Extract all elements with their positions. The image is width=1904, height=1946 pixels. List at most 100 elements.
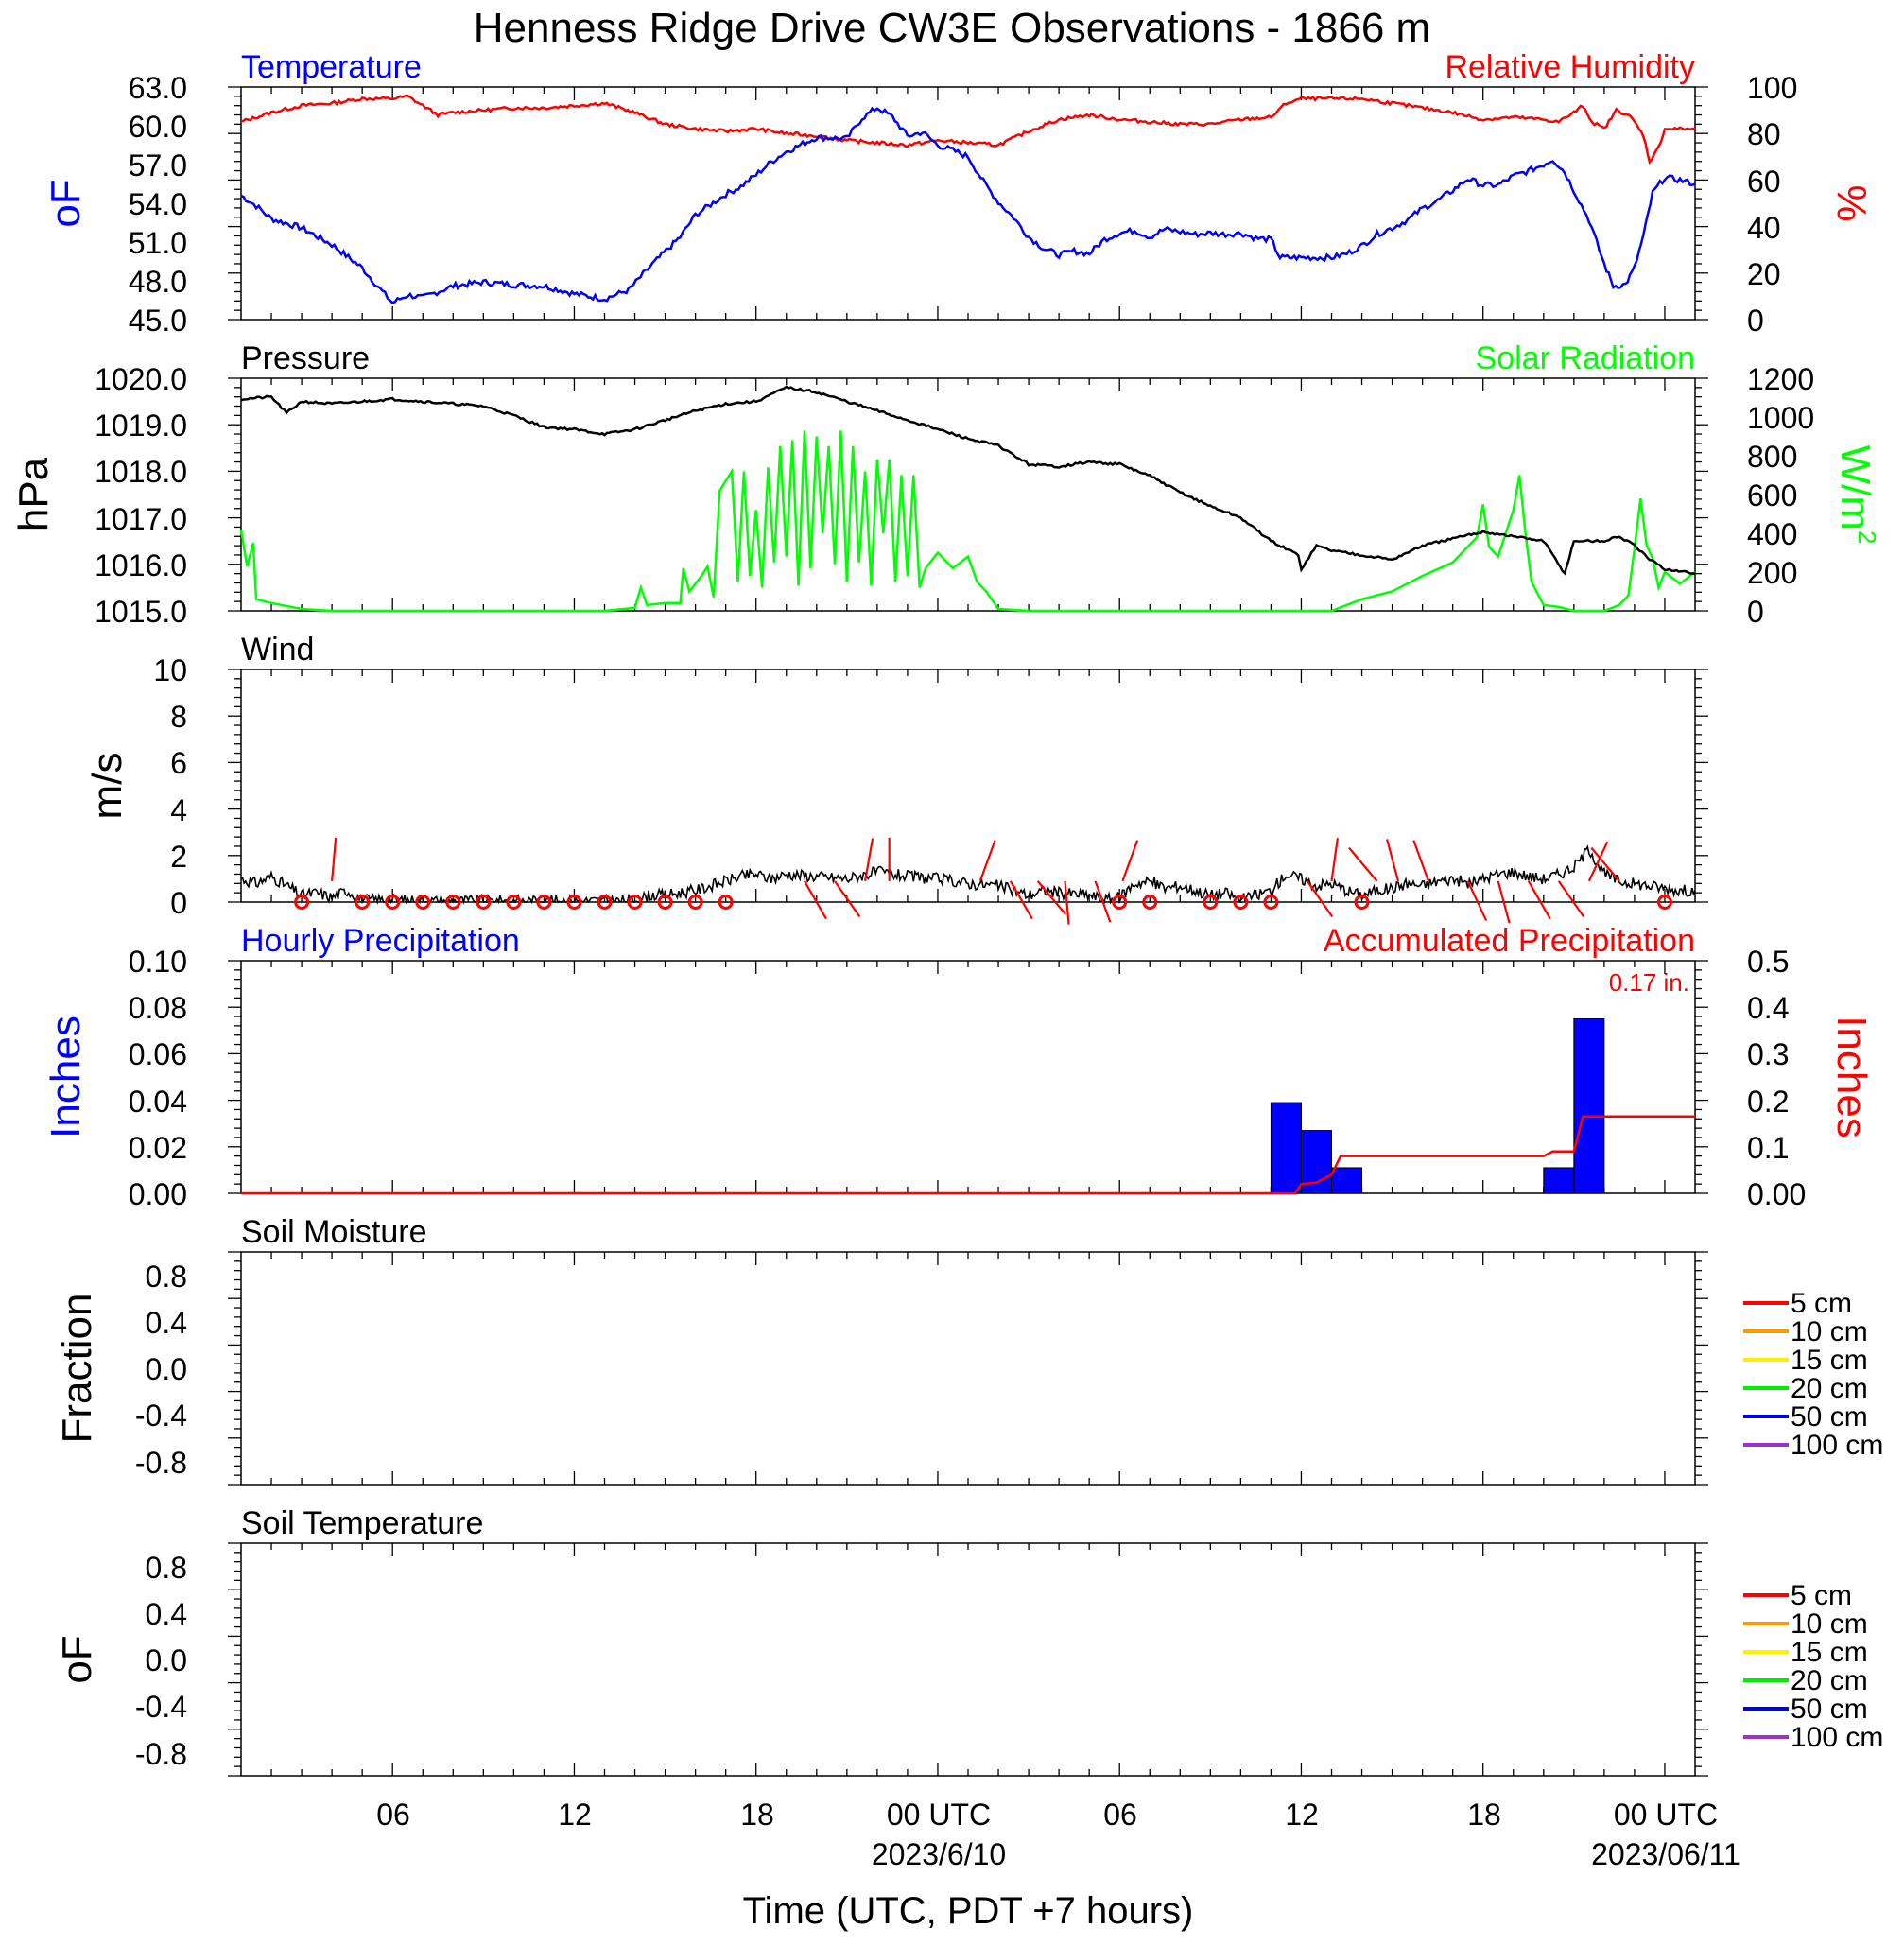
wind-barb xyxy=(1386,839,1400,882)
solar-tick: 200 xyxy=(1747,556,1797,590)
hourly-precip-tick: 0.00 xyxy=(129,1177,187,1211)
wind-barb xyxy=(1527,880,1551,920)
calm-wind-marker xyxy=(1354,895,1370,910)
humidity-title: Relative Humidity xyxy=(1445,49,1695,85)
panel-frame xyxy=(240,86,1696,321)
calm-wind-marker xyxy=(687,895,703,910)
time-tick-label: 00 UTC xyxy=(887,1798,991,1832)
pressure-tick: 1016.0 xyxy=(95,548,187,582)
hourly-precip-bar xyxy=(1543,1167,1575,1194)
wind-barb xyxy=(331,837,338,881)
humidity-tick: 100 xyxy=(1747,71,1797,105)
wind-tick: 8 xyxy=(170,700,187,734)
solar-tick: 1200 xyxy=(1747,362,1814,396)
humidity-tick: 20 xyxy=(1747,257,1781,291)
wind-tick: 6 xyxy=(170,746,187,780)
accum-precip-tick: 0.00 xyxy=(1747,1177,1806,1211)
legend-label: 100 cm xyxy=(1791,1430,1883,1461)
wind-tick: 4 xyxy=(170,793,187,827)
soil-temperature-title: Soil Temperature xyxy=(241,1505,483,1541)
hourly-precip-tick: 0.02 xyxy=(129,1131,187,1165)
calm-wind-marker xyxy=(1656,895,1672,910)
wind-barb xyxy=(1036,880,1067,915)
soil-moisture-tick: -0.8 xyxy=(135,1446,187,1480)
soil-temperature-tick: 0.0 xyxy=(146,1643,187,1677)
wind-barb xyxy=(1306,880,1334,918)
pressure-tick: 1020.0 xyxy=(95,362,187,396)
wind-barb xyxy=(1412,840,1430,882)
temperature-tick: 48.0 xyxy=(129,265,187,299)
soil-moisture-tick: 0.0 xyxy=(146,1352,187,1386)
time-tick-label: 12 xyxy=(1285,1798,1319,1832)
temperature-unit: oF xyxy=(43,179,89,227)
wind-barb xyxy=(978,840,996,882)
figure-title: Henness Ridge Drive CW3E Observations - … xyxy=(474,5,1430,51)
solar-tick: 1000 xyxy=(1747,401,1814,435)
wind-speed-line xyxy=(240,844,1696,906)
time-tick-date: 2023/06/11 xyxy=(1591,1837,1740,1871)
wind-axis-ticks: 10 8 6 4 2 0 xyxy=(153,653,187,920)
humidity-tick: 60 xyxy=(1747,165,1781,199)
calm-wind-marker xyxy=(1263,895,1279,910)
calm-wind-marker xyxy=(657,895,673,910)
panel-tick-marks xyxy=(228,960,1708,1194)
calm-wind-marker xyxy=(536,895,552,910)
wind-barb xyxy=(1497,880,1511,924)
panel-frame xyxy=(240,377,1696,612)
panel-tick-marks xyxy=(228,1542,1708,1777)
humidity-line xyxy=(240,94,1696,165)
panel-tick-marks xyxy=(228,86,1708,321)
hourly-precip-unit: Inches xyxy=(43,1016,89,1138)
pressure-line xyxy=(240,385,1696,576)
legend-label: 50 cm xyxy=(1791,1401,1868,1433)
legend-label: 10 cm xyxy=(1791,1608,1868,1640)
time-tick-label: 00 UTC xyxy=(1614,1798,1718,1832)
soil-moisture-title: Soil Moisture xyxy=(241,1214,427,1250)
legend-label: 15 cm xyxy=(1791,1345,1868,1376)
accum-precip-line xyxy=(241,1115,1695,1195)
hourly-precip-axis-ticks: 0.10 0.08 0.06 0.04 0.02 0.00 xyxy=(129,945,187,1211)
humidity-tick: 0 xyxy=(1747,304,1764,338)
wind-barb xyxy=(1094,880,1112,923)
solar-unit-superscript: 2 xyxy=(1853,530,1881,544)
legend-label: 50 cm xyxy=(1791,1694,1868,1725)
time-tick-label: 06 xyxy=(1103,1798,1137,1832)
accum-precip-title: Accumulated Precipitation xyxy=(1324,923,1695,959)
temperature-line xyxy=(240,106,1696,304)
solar-tick: 400 xyxy=(1747,517,1797,551)
accum-precip-tick: 0.2 xyxy=(1747,1085,1789,1119)
calm-wind-marker xyxy=(627,895,643,910)
wind-barb xyxy=(1466,880,1488,922)
legend-label: 5 cm xyxy=(1791,1580,1852,1611)
wind-title: Wind xyxy=(241,632,314,668)
legend-label: 20 cm xyxy=(1791,1373,1868,1404)
solar-tick: 600 xyxy=(1747,478,1797,513)
wind-barb xyxy=(863,838,874,882)
calm-wind-marker xyxy=(385,895,401,910)
accum-precip-tick: 0.1 xyxy=(1747,1131,1789,1165)
pressure-tick: 1017.0 xyxy=(95,502,187,536)
calm-wind-marker xyxy=(355,895,371,910)
legend-label: 10 cm xyxy=(1791,1316,1868,1347)
wind-barb xyxy=(804,880,827,920)
panel-pressure-solar: Pressure Solar Radiation hPa W/m2 1020.0… xyxy=(10,340,1881,629)
panel-precipitation: Hourly Precipitation Accumulated Precipi… xyxy=(43,923,1875,1211)
temperature-title: Temperature xyxy=(241,49,422,85)
panel-frame xyxy=(240,960,1696,1194)
calm-wind-marker xyxy=(1142,895,1158,910)
hourly-precip-bar xyxy=(1573,1018,1605,1194)
calm-wind-marker xyxy=(718,895,734,910)
calm-wind-marker xyxy=(1203,895,1219,910)
solar-unit-text: W/m xyxy=(1832,445,1878,530)
calm-wind-marker xyxy=(1112,895,1128,910)
temperature-tick: 63.0 xyxy=(129,71,187,105)
wind-barb xyxy=(834,880,861,918)
wind-barb xyxy=(1330,838,1339,882)
soil-moisture-axis-ticks: 0.8 0.4 0.0 -0.4 -0.8 xyxy=(135,1260,187,1480)
accum-precip-tick: 0.4 xyxy=(1747,991,1789,1025)
calm-wind-marker xyxy=(476,895,492,910)
temperature-tick: 57.0 xyxy=(129,148,187,182)
legend-label: 5 cm xyxy=(1791,1288,1852,1319)
humidity-unit: % xyxy=(1828,184,1875,221)
pressure-tick: 1015.0 xyxy=(95,595,187,629)
